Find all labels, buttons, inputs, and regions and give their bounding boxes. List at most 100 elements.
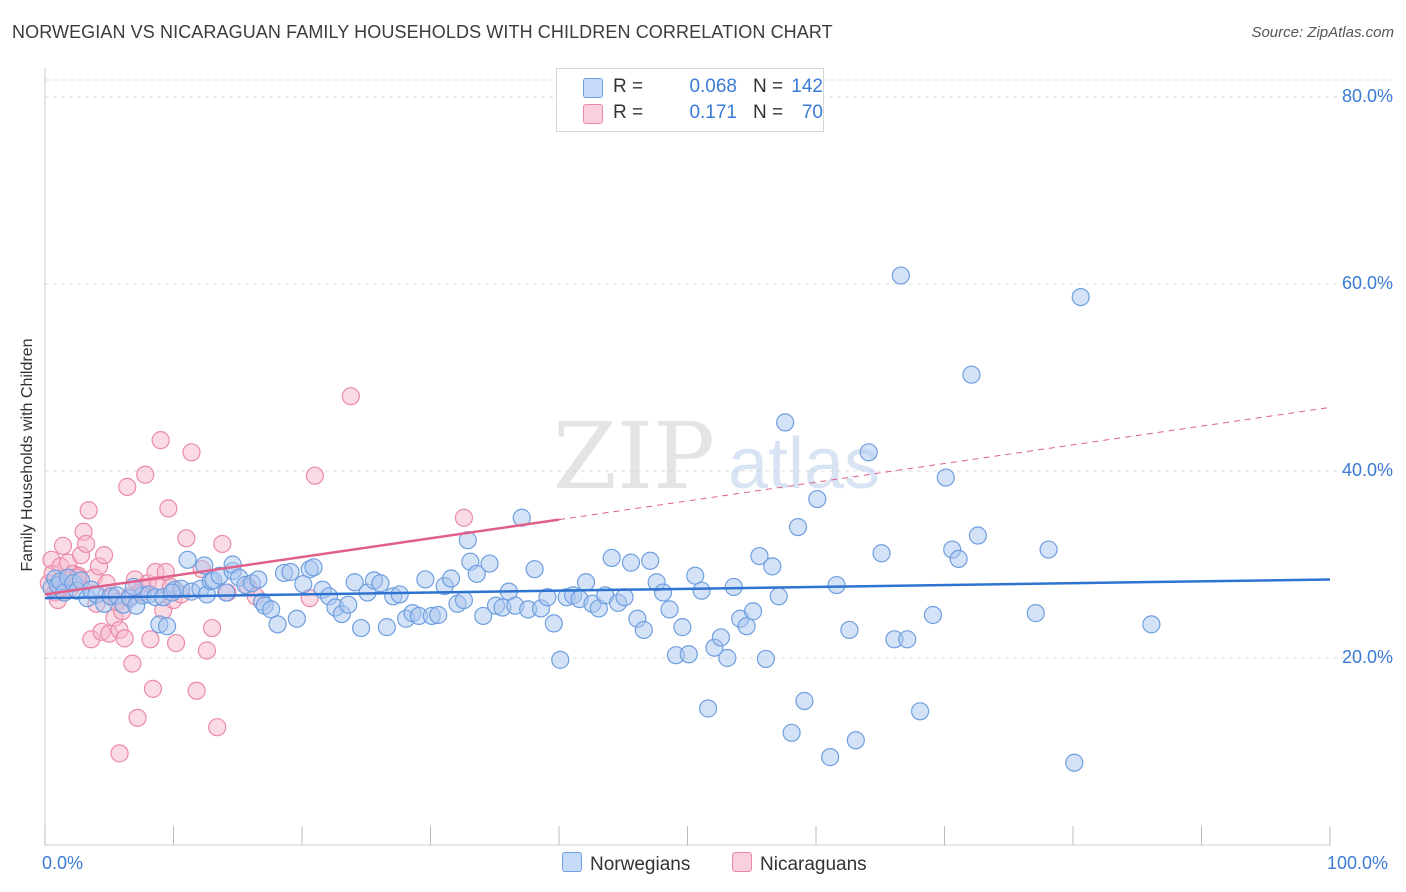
norwegian-point xyxy=(249,570,268,589)
legend-n-value: 70 xyxy=(801,102,823,123)
legend-n-label: N = xyxy=(753,102,784,123)
nicaraguans-trend-extension xyxy=(558,406,1331,521)
nicaraguan-point xyxy=(143,679,163,698)
norwegian-point xyxy=(268,615,287,634)
norwegian-point xyxy=(827,575,846,595)
nicaraguans-swatch xyxy=(732,852,752,872)
x-tick-label-min: 0.0% xyxy=(42,853,84,873)
nicaraguan-point xyxy=(77,534,96,554)
legend-item-norwegians[interactable]: Norwegians xyxy=(562,852,690,876)
nicaraguan-point xyxy=(197,641,217,660)
legend-r-value: 0.068 xyxy=(689,76,737,97)
norwegians-trend-line xyxy=(44,578,1331,600)
norwegian-point xyxy=(936,468,955,487)
norwegian-point xyxy=(621,553,641,572)
norwegian-point xyxy=(615,588,634,607)
norwegian-point xyxy=(1039,540,1058,559)
norwegian-point xyxy=(923,605,943,625)
norwegians-label: Norwegians xyxy=(590,854,691,875)
norwegian-point xyxy=(968,526,988,545)
norwegian-point xyxy=(718,648,737,668)
y-tick-label: 60.0% xyxy=(1341,273,1393,293)
nicaraguan-point xyxy=(182,443,201,462)
watermark-atlas: atlas xyxy=(728,424,880,504)
y-tick-label: 80.0% xyxy=(1341,86,1393,106)
norwegian-point xyxy=(371,574,390,593)
norwegian-point xyxy=(304,558,323,577)
norwegian-point xyxy=(538,588,557,607)
norwegian-point xyxy=(345,573,364,592)
norwegian-point xyxy=(962,365,981,384)
norwegian-point xyxy=(898,630,917,649)
norwegian-point xyxy=(756,649,775,669)
legend-r-label: R = xyxy=(613,102,644,123)
source-note: Source: ZipAtlas.com xyxy=(1251,24,1394,41)
norwegian-point xyxy=(525,560,544,579)
nicaraguan-point xyxy=(166,633,186,653)
norwegian-point xyxy=(859,443,878,462)
nicaraguan-point xyxy=(208,718,227,737)
norwegian-point xyxy=(1065,753,1084,772)
legend-r-label: R = xyxy=(613,76,644,97)
nicaraguan-point xyxy=(53,536,73,555)
norwegian-point xyxy=(157,617,177,636)
norwegian-point xyxy=(480,554,499,573)
norwegian-point xyxy=(910,702,930,721)
norwegian-point xyxy=(281,562,300,582)
y-tick-label: 40.0% xyxy=(1341,460,1393,480)
grid-lines xyxy=(45,79,1392,659)
norwegian-point xyxy=(808,489,827,509)
norwegian-point xyxy=(641,551,660,570)
norwegians-swatch xyxy=(562,852,582,872)
norwegian-point xyxy=(698,699,718,718)
norwegian-point xyxy=(1071,287,1090,307)
nicaraguan-point xyxy=(95,546,114,565)
norwegian-point xyxy=(737,617,756,636)
norwegian-point xyxy=(872,544,891,563)
norwegian-point xyxy=(763,557,782,576)
norwegian-point xyxy=(352,618,371,638)
norwegian-point xyxy=(846,731,865,750)
norwegian-point xyxy=(679,645,698,664)
norwegian-point xyxy=(653,583,673,602)
legend-item-nicaraguans[interactable]: Nicaraguans xyxy=(732,852,867,876)
nicaraguan-point xyxy=(110,744,129,763)
nicaraguan-point xyxy=(177,529,196,548)
nicaraguan-point xyxy=(159,499,178,518)
norwegian-point xyxy=(1026,604,1045,623)
nicaraguan-point xyxy=(454,508,474,527)
norwegian-point xyxy=(840,620,859,640)
norwegian-point xyxy=(891,266,910,285)
norwegian-point xyxy=(711,628,731,647)
norwegian-point xyxy=(454,590,474,610)
norwegian-point xyxy=(782,723,801,742)
norwegian-point xyxy=(795,691,814,711)
norwegian-point xyxy=(788,517,808,537)
norwegian-point xyxy=(769,587,788,606)
nicaraguans-trend-line xyxy=(44,518,560,596)
nicaraguan-point xyxy=(136,465,155,484)
norwegian-point xyxy=(821,748,840,767)
norwegian-point xyxy=(262,600,281,619)
legend-n-label: N = xyxy=(753,76,784,97)
legend-r-value: 0.171 xyxy=(689,102,737,123)
nicaraguan-point xyxy=(187,681,206,700)
norwegian-point xyxy=(551,650,570,669)
norwegian-point xyxy=(743,602,763,621)
norwegian-point xyxy=(673,618,692,637)
nicaraguan-point xyxy=(128,708,147,727)
norwegian-point xyxy=(441,569,461,588)
norwegian-point xyxy=(660,600,679,619)
legend-swatch-blue xyxy=(583,78,603,98)
norwegian-point xyxy=(416,570,435,589)
axes xyxy=(44,68,1331,846)
norwegian-point xyxy=(949,549,968,568)
norwegian-point xyxy=(544,614,563,633)
nicaraguans-label: Nicaraguans xyxy=(760,854,867,875)
norwegian-point xyxy=(217,583,236,602)
nicaraguan-point xyxy=(118,477,137,496)
correlation-legend: R = 0.068 N = 142 R = 0.171 N = 70 xyxy=(556,68,824,132)
norwegian-point xyxy=(474,606,493,626)
norwegian-point xyxy=(294,575,313,594)
nicaraguan-point xyxy=(79,501,98,520)
